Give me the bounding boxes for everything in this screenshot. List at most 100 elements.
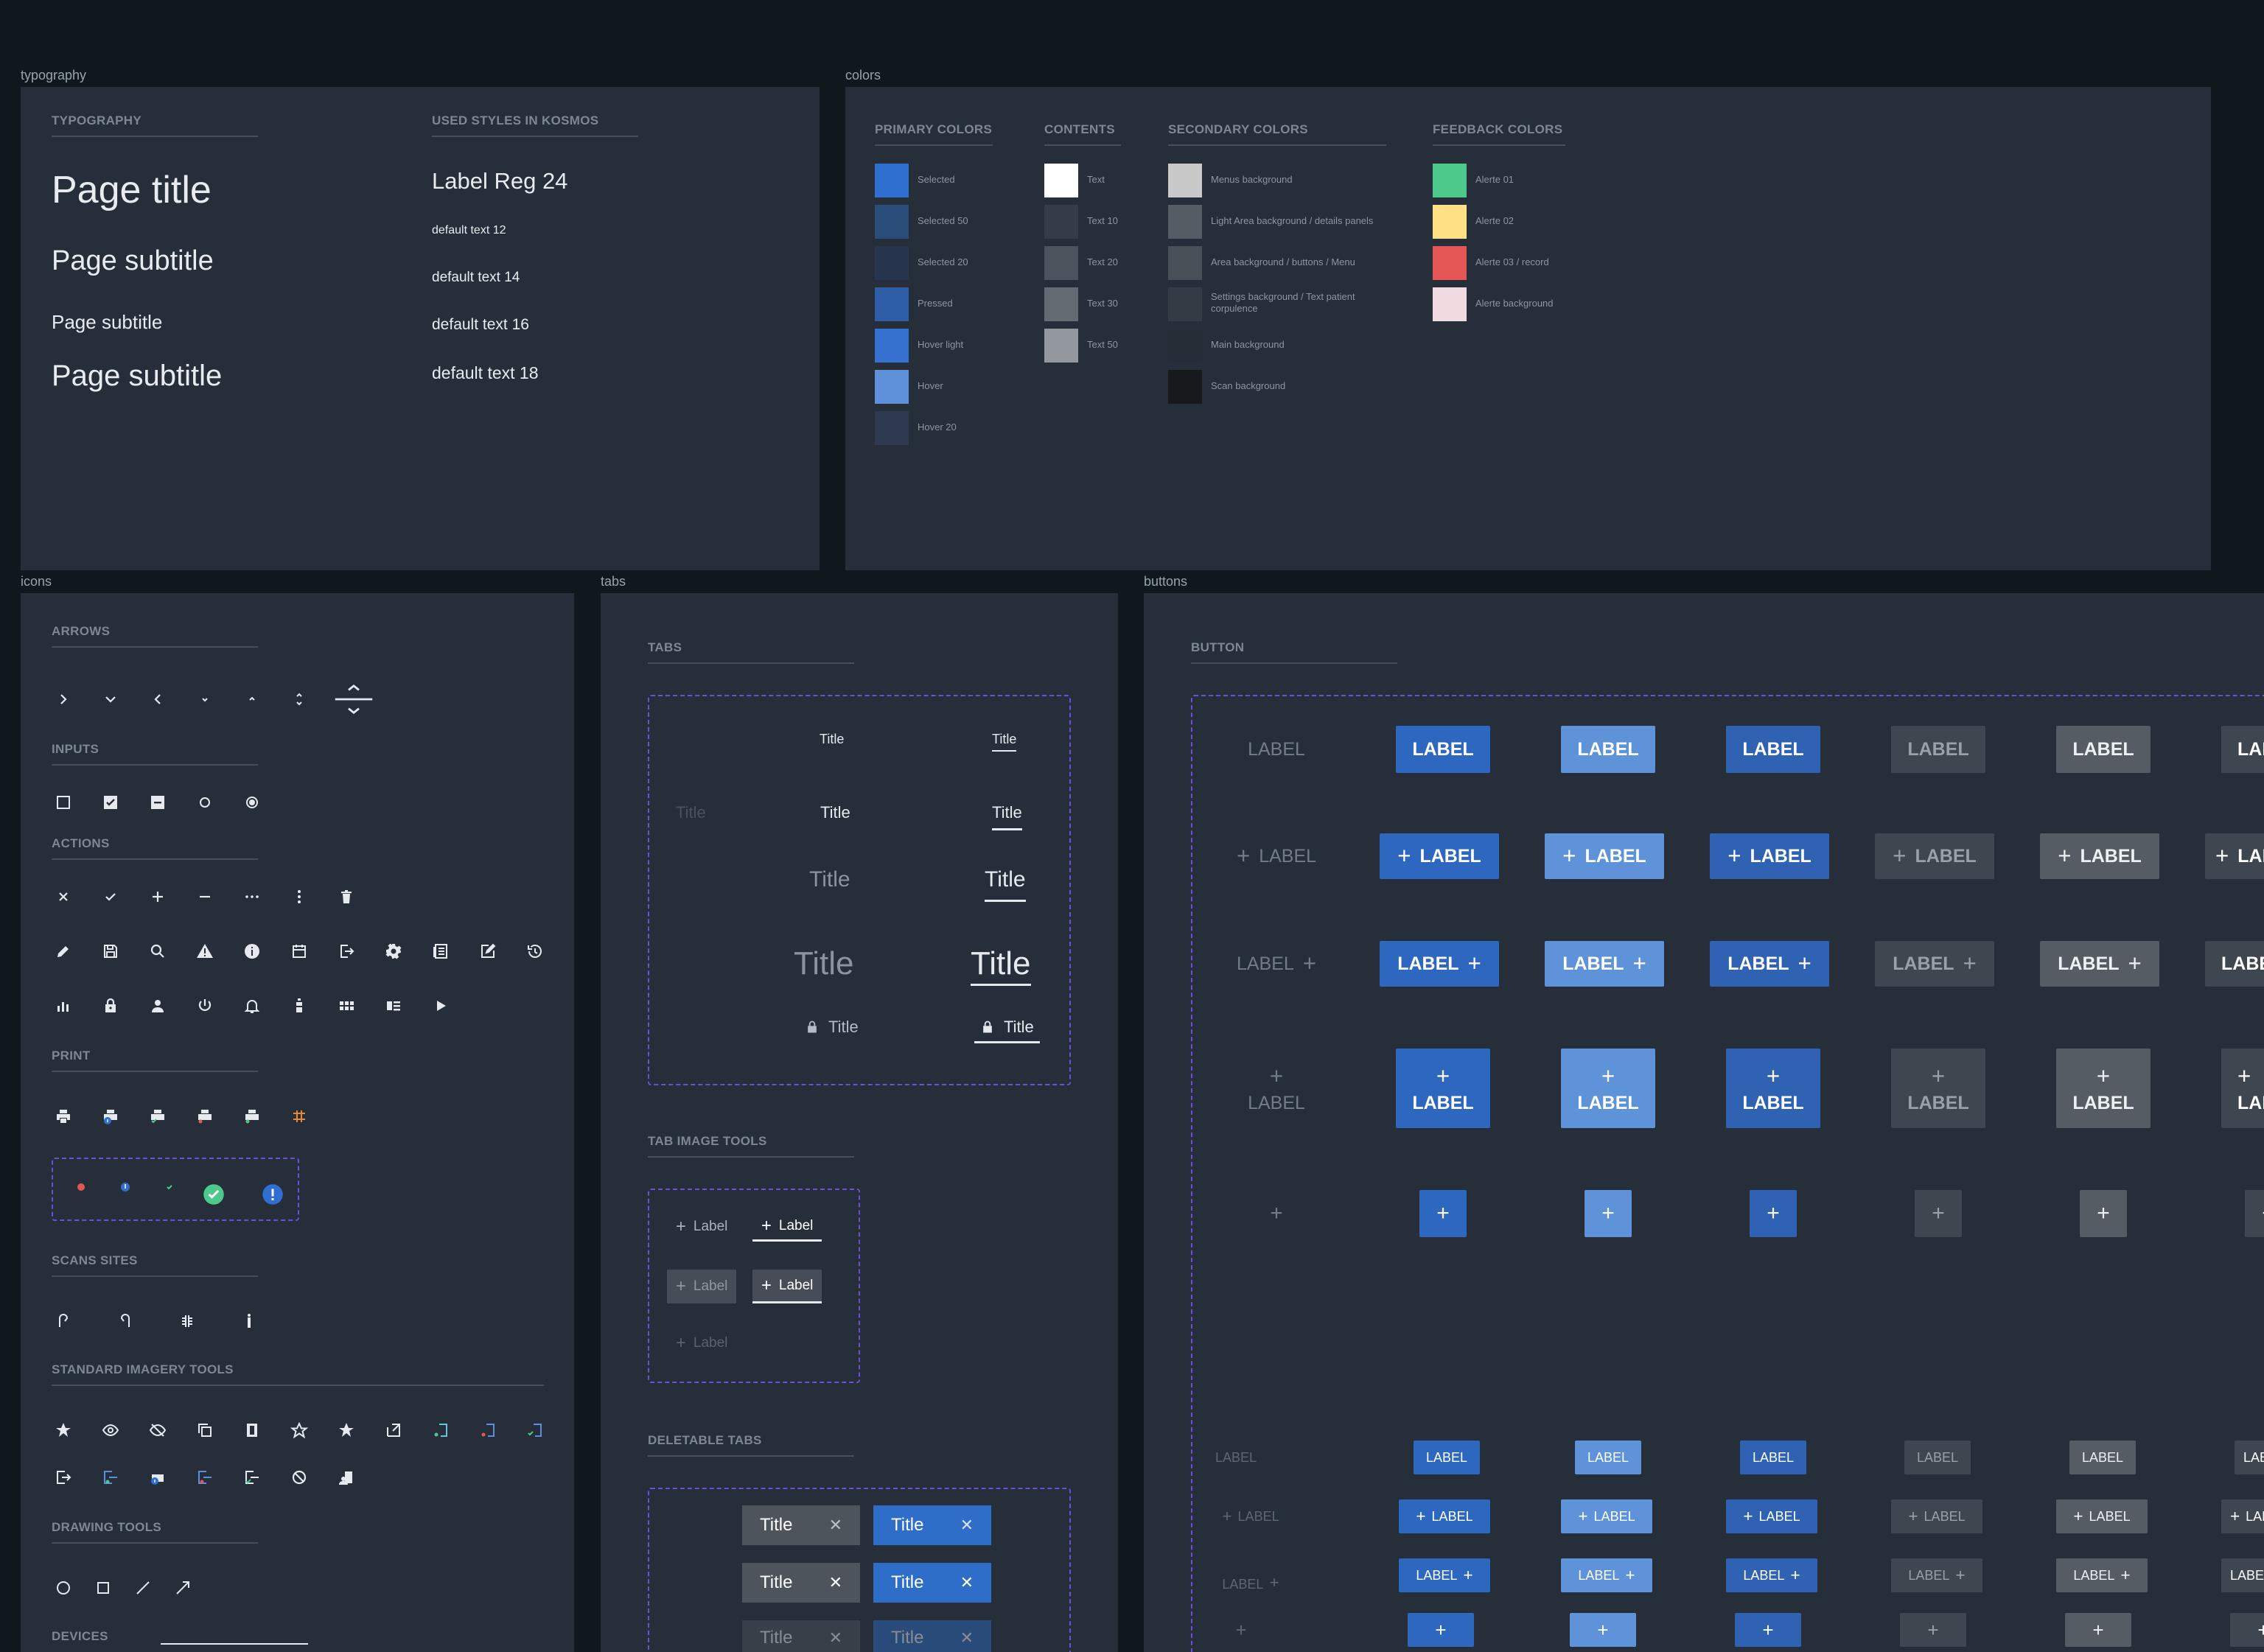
small-button-primary-icon-right[interactable]: LABEL +	[1399, 1558, 1490, 1592]
small-icon-button-secondary-disabled[interactable]: +	[1900, 1613, 1966, 1647]
scan-site-jaw-right-icon[interactable]	[109, 1305, 142, 1337]
close-icon[interactable]: ✕	[828, 1573, 842, 1592]
trash-icon[interactable]	[330, 881, 363, 913]
user-icon[interactable]	[142, 990, 174, 1022]
small-chevron-up-icon[interactable]	[236, 683, 268, 715]
plus-icon[interactable]	[142, 881, 174, 913]
circle-tool-icon[interactable]	[47, 1572, 80, 1604]
small-button-secondary-icon-left[interactable]: + LABEL	[2056, 1499, 2148, 1533]
close-icon[interactable]: ✕	[828, 1516, 842, 1534]
power-icon[interactable]	[189, 990, 221, 1022]
small-button-secondary-pressed-icon-left[interactable]: + LABEL	[2221, 1499, 2264, 1533]
line-tool-icon[interactable]	[127, 1572, 159, 1604]
forbidden-icon[interactable]	[283, 1461, 315, 1494]
icon-button-primary-pressed[interactable]: +	[1750, 1190, 1797, 1237]
grid-icon[interactable]	[330, 990, 363, 1022]
button-ghost[interactable]: LABEL	[1248, 738, 1305, 760]
minus-icon[interactable]	[189, 881, 221, 913]
button-primary-stacked[interactable]: + LABEL	[1396, 1049, 1490, 1128]
small-button-secondary-disabled-icon-left[interactable]: + LABEL	[1891, 1499, 1982, 1533]
film-strip-icon[interactable]	[236, 1414, 268, 1446]
scan-site-full-body-icon[interactable]	[233, 1305, 265, 1337]
tab-title-xl-active[interactable]: Title	[971, 945, 1031, 986]
button-secondary-pressed-icon-left[interactable]: + LABEL	[2205, 833, 2264, 879]
expand-vertical-icon[interactable]	[283, 683, 315, 715]
printer-success-icon[interactable]	[236, 1100, 268, 1133]
export-icon[interactable]	[47, 1461, 80, 1494]
small-button-ghost-icon-right[interactable]: LABEL +	[1203, 1558, 1299, 1592]
button-primary-icon-right[interactable]: LABEL +	[1380, 941, 1499, 987]
print-scan-orange-icon[interactable]	[283, 1100, 315, 1133]
button-primary-hover-icon-left[interactable]: + LABEL	[1545, 833, 1664, 879]
small-button-primary-icon-left[interactable]: + LABEL	[1399, 1499, 1490, 1533]
small-button-secondary-disabled[interactable]: LABEL	[1904, 1441, 1971, 1474]
image-tool-tab[interactable]: + Label	[676, 1217, 728, 1236]
icon-button-ghost[interactable]: +	[1270, 1201, 1283, 1225]
small-icon-button-primary-hover[interactable]: +	[1570, 1613, 1636, 1647]
icon-button-primary[interactable]: +	[1419, 1190, 1467, 1237]
image-tool-green-icon[interactable]	[424, 1414, 457, 1446]
edit-note-icon[interactable]	[472, 935, 504, 967]
play-icon[interactable]	[424, 990, 457, 1022]
rectangle-tool-icon[interactable]	[87, 1572, 119, 1604]
button-ghost-icon-right[interactable]: LABEL +	[1203, 941, 1350, 987]
small-button-secondary-pressed[interactable]: LABEL	[2235, 1441, 2264, 1474]
printer-icon[interactable]	[47, 1100, 80, 1133]
image-tool-tab-hover-active[interactable]: + Label	[752, 1270, 822, 1303]
deletable-tab-hover[interactable]: Title ✕	[742, 1563, 860, 1603]
small-button-primary[interactable]: LABEL	[1414, 1441, 1480, 1474]
printer-check-icon[interactable]	[142, 1100, 174, 1133]
button-primary-icon-left[interactable]: + LABEL	[1380, 833, 1499, 879]
button-secondary-pressed[interactable]: LABEL	[2221, 726, 2264, 773]
button-primary-hover-icon-right[interactable]: LABEL +	[1545, 941, 1664, 987]
exit-icon[interactable]	[330, 935, 363, 967]
button-secondary-icon-right[interactable]: LABEL +	[2040, 941, 2159, 987]
small-icon-button-secondary-pressed[interactable]: +	[2230, 1613, 2264, 1647]
button-secondary-pressed-icon-right[interactable]: LABEL+	[2205, 941, 2264, 987]
scan-site-jaw-left-icon[interactable]	[47, 1305, 80, 1337]
warning-icon[interactable]	[189, 935, 221, 967]
image-tool-red-icon[interactable]	[472, 1414, 504, 1446]
icon-button-secondary[interactable]: +	[2080, 1190, 2127, 1237]
button-primary-pressed-icon-right[interactable]: LABEL +	[1710, 941, 1829, 987]
export-check-icon[interactable]	[236, 1461, 268, 1494]
arrow-tool-icon[interactable]	[167, 1572, 199, 1604]
more-horizontal-icon[interactable]	[236, 881, 268, 913]
close-icon[interactable]: ✕	[960, 1573, 974, 1592]
printer-error-icon[interactable]	[189, 1100, 221, 1133]
more-vertical-icon[interactable]	[283, 881, 315, 913]
button-secondary[interactable]: LABEL	[2056, 726, 2151, 773]
print-blue-icon[interactable]	[142, 1461, 174, 1494]
bell-icon[interactable]	[236, 990, 268, 1022]
history-icon[interactable]	[519, 935, 551, 967]
button-secondary-pressed-stacked[interactable]: + LABEL	[2221, 1049, 2264, 1128]
small-button-primary-pressed-icon-left[interactable]: + LABEL	[1726, 1499, 1817, 1533]
image-tool-check-icon[interactable]	[519, 1414, 551, 1446]
lock-icon[interactable]	[94, 990, 127, 1022]
small-button-primary-hover-icon-right[interactable]: LABEL +	[1561, 1558, 1652, 1592]
copy-icon[interactable]	[189, 1414, 221, 1446]
image-tool-tab-active[interactable]: + Label	[752, 1212, 822, 1242]
export-image-icon[interactable]	[377, 1414, 410, 1446]
small-icon-button-secondary[interactable]: +	[2065, 1613, 2131, 1647]
small-button-ghost[interactable]: LABEL	[1215, 1449, 1257, 1465]
tab-locked-active[interactable]: Title	[974, 1018, 1040, 1043]
button-primary-hover[interactable]: LABEL	[1561, 726, 1655, 773]
tab-title-md-active[interactable]: Title	[992, 803, 1022, 830]
small-button-ghost-icon-left[interactable]: + LABEL	[1203, 1499, 1299, 1533]
save-icon[interactable]	[94, 935, 127, 967]
button-secondary-disabled-stacked[interactable]: + LABEL	[1891, 1049, 1985, 1128]
export-green-icon[interactable]	[94, 1461, 127, 1494]
tab-title-md[interactable]: Title	[820, 803, 850, 822]
small-button-secondary-disabled-icon-right[interactable]: LABEL +	[1891, 1558, 1982, 1592]
chevron-down-icon[interactable]	[94, 683, 127, 715]
user-export-icon[interactable]	[330, 1461, 363, 1494]
small-chevron-down-icon[interactable]	[189, 683, 221, 715]
small-button-secondary-pressed-icon-right[interactable]: LABEL+	[2221, 1558, 2264, 1592]
button-secondary-disabled-icon-left[interactable]: + LABEL	[1875, 833, 1994, 879]
small-button-primary-pressed[interactable]: LABEL	[1740, 1441, 1806, 1474]
button-secondary-stacked[interactable]: + LABEL	[2056, 1049, 2151, 1128]
small-button-primary-hover-icon-left[interactable]: + LABEL	[1561, 1499, 1652, 1533]
pencil-icon[interactable]	[47, 935, 80, 967]
small-button-primary-hover[interactable]: LABEL	[1575, 1441, 1641, 1474]
